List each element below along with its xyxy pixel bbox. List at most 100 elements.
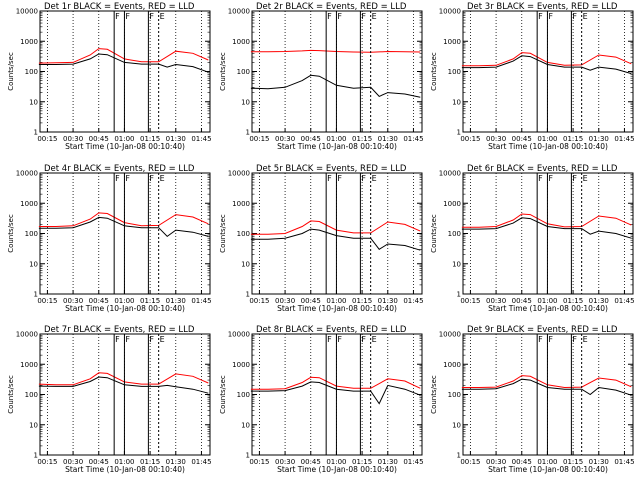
x-tick-label: 01:15: [352, 297, 372, 305]
y-tick-label: 1: [457, 452, 461, 460]
series-line-red-lld: [250, 376, 421, 390]
x-axis-label: Start Time (10-Jan-08 00:10:40): [65, 142, 185, 151]
chart-panel-7: Det 7r BLACK = Events, RED = LLD 00:15 00:…: [7, 325, 212, 474]
marker-label: F: [361, 12, 366, 21]
x-tick-label: 00:15: [460, 135, 480, 143]
plot-frame: [39, 10, 211, 133]
y-tick-label: 10000: [439, 331, 461, 339]
plot-frame: [251, 10, 423, 133]
y-tick-label: 100: [25, 391, 38, 399]
y-axis-label: Counts/sec: [7, 52, 15, 91]
x-tick-label: 00:45: [301, 135, 321, 143]
marker-label: F: [115, 12, 120, 21]
marker-label: F: [125, 335, 130, 344]
marker-label: F: [361, 174, 366, 183]
y-tick-label: 1: [246, 129, 250, 137]
series-line-black-events: [461, 217, 632, 239]
marker-label: F: [538, 335, 543, 344]
x-tick-label: 01:15: [563, 297, 583, 305]
x-tick-label: 01:45: [403, 297, 423, 305]
x-tick-label: 00:45: [301, 458, 321, 466]
marker-label: E: [160, 335, 165, 344]
x-tick-label: 01:45: [403, 135, 423, 143]
y-tick-label: 1000: [20, 38, 38, 46]
x-tick-label: 01:30: [378, 135, 398, 143]
marker-label: F: [327, 12, 332, 21]
x-tick-label: 00:15: [460, 458, 480, 466]
x-tick-label: 00:30: [486, 458, 506, 466]
x-tick-label: 01:45: [614, 458, 634, 466]
x-tick-label: 00:45: [89, 297, 109, 305]
x-tick-label: 01:00: [537, 135, 557, 143]
y-tick-label: 1: [457, 291, 461, 299]
x-tick-label: 00:15: [249, 297, 269, 305]
x-tick-label: 00:45: [301, 297, 321, 305]
x-tick-label: 00:45: [512, 135, 532, 143]
x-tick-label: 00:30: [63, 135, 83, 143]
marker-label: E: [583, 12, 588, 21]
chart-title: Det 3r BLACK = Events, RED = LLD: [467, 2, 618, 12]
series-line-red-lld: [461, 375, 632, 389]
y-tick-label: 100: [237, 391, 250, 399]
series-line-red-lld: [38, 212, 209, 227]
marker-label: F: [572, 174, 577, 183]
x-tick-label: 00:15: [249, 458, 269, 466]
chart-title: Det 5r BLACK = Events, RED = LLD: [256, 164, 407, 174]
y-tick-label: 10: [241, 421, 250, 429]
chart-title: Det 8r BLACK = Events, RED = LLD: [256, 325, 407, 335]
x-tick-label: 01:00: [326, 458, 346, 466]
x-tick-label: 01:30: [589, 135, 609, 143]
y-tick-label: 1000: [232, 361, 250, 369]
chart-title: Det 4r BLACK = Events, RED = LLD: [44, 164, 195, 174]
x-tick-label: 01:30: [378, 297, 398, 305]
y-axis-label: Counts/sec: [430, 52, 438, 91]
y-tick-label: 1000: [443, 38, 461, 46]
chart-panel-3: Det 3r BLACK = Events, RED = LLD 00:15 00:…: [430, 2, 635, 151]
marker-label: F: [572, 335, 577, 344]
x-tick-label: 00:15: [460, 297, 480, 305]
chart-panel-5: Det 5r BLACK = Events, RED = LLD 00:15 00:…: [219, 164, 424, 313]
y-tick-label: 1: [246, 452, 250, 460]
series-line-black-events: [38, 216, 209, 238]
x-tick-label: 01:45: [614, 297, 634, 305]
y-tick-label: 1000: [232, 38, 250, 46]
chart-panel-8: Det 8r BLACK = Events, RED = LLD 00:15 00:…: [219, 325, 424, 474]
x-tick-label: 01:00: [114, 297, 134, 305]
series-line-red-lld: [461, 213, 632, 228]
y-tick-label: 10: [29, 421, 38, 429]
marker-label: E: [160, 174, 165, 183]
plot-frame: [462, 10, 634, 133]
y-axis-label: Counts/sec: [430, 214, 438, 253]
x-tick-label: 01:45: [403, 458, 423, 466]
x-axis-label: Start Time (10-Jan-08 00:10:40): [65, 465, 185, 474]
x-tick-label: 01:15: [563, 135, 583, 143]
x-tick-label: 01:30: [166, 297, 186, 305]
x-tick-label: 01:30: [589, 458, 609, 466]
y-tick-label: 1000: [232, 200, 250, 208]
x-tick-label: 01:45: [614, 135, 634, 143]
x-tick-label: 00:45: [89, 135, 109, 143]
y-tick-label: 100: [448, 68, 461, 76]
x-tick-label: 01:15: [140, 297, 160, 305]
y-tick-label: 1: [457, 129, 461, 137]
marker-label: F: [149, 174, 154, 183]
x-tick-label: 01:00: [114, 458, 134, 466]
y-tick-label: 10000: [16, 170, 38, 178]
marker-label: E: [160, 12, 165, 21]
y-tick-label: 10: [452, 98, 461, 106]
chart-title: Det 9r BLACK = Events, RED = LLD: [467, 325, 618, 335]
x-tick-label: 00:30: [63, 458, 83, 466]
y-tick-label: 1000: [20, 200, 38, 208]
marker-label: F: [327, 174, 332, 183]
x-axis-label: Start Time (10-Jan-08 00:10:40): [488, 142, 608, 151]
x-tick-label: 01:00: [537, 297, 557, 305]
y-tick-label: 10: [29, 98, 38, 106]
series-line-red-lld: [38, 372, 209, 386]
x-tick-label: 00:45: [89, 458, 109, 466]
chart-title: Det 6r BLACK = Events, RED = LLD: [467, 164, 618, 174]
y-tick-label: 1: [34, 129, 38, 137]
x-tick-label: 00:30: [486, 135, 506, 143]
x-axis-label: Start Time (10-Jan-08 00:10:40): [277, 142, 397, 151]
y-axis-label: Counts/sec: [219, 52, 227, 91]
